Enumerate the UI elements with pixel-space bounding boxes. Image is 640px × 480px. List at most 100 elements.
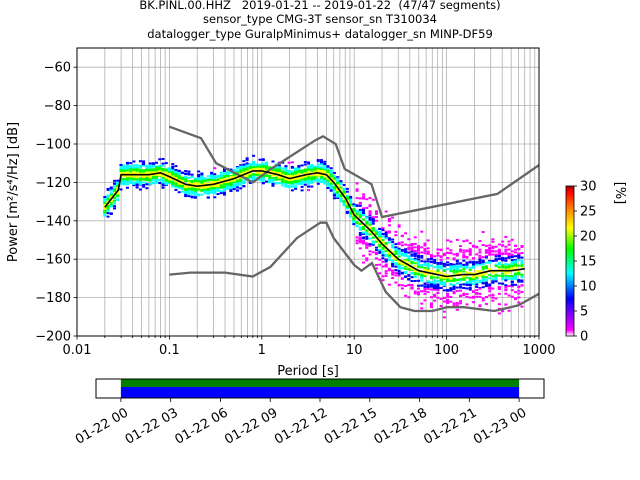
density-cell bbox=[481, 261, 485, 264]
density-cell bbox=[125, 169, 129, 172]
density-cell bbox=[446, 261, 450, 264]
density-cell bbox=[429, 306, 433, 309]
density-cell bbox=[255, 167, 259, 170]
density-cell bbox=[413, 264, 417, 267]
density-cell bbox=[478, 256, 482, 259]
density-cell bbox=[151, 162, 155, 165]
density-cell bbox=[161, 175, 165, 178]
density-cell bbox=[155, 169, 159, 172]
density-cell bbox=[138, 188, 142, 191]
density-cell bbox=[517, 252, 521, 255]
colorbar-tick-label: 20 bbox=[580, 230, 597, 245]
density-cell bbox=[426, 250, 430, 253]
density-cell bbox=[478, 240, 482, 243]
density-cell bbox=[371, 222, 375, 225]
x-axis-label: Period [s] bbox=[277, 364, 339, 379]
density-cell bbox=[242, 165, 246, 168]
density-cell bbox=[520, 266, 524, 269]
density-cell bbox=[177, 177, 181, 180]
density-cell bbox=[307, 170, 311, 173]
density-cell bbox=[362, 232, 366, 235]
density-cell bbox=[507, 274, 511, 277]
density-cell bbox=[410, 287, 414, 290]
density-cell bbox=[349, 215, 353, 218]
density-cell bbox=[167, 167, 171, 170]
density-cell bbox=[187, 176, 191, 179]
density-cell bbox=[436, 254, 440, 257]
density-cell bbox=[116, 179, 120, 182]
density-cell bbox=[417, 263, 421, 266]
density-cell bbox=[235, 182, 239, 185]
density-cell bbox=[439, 261, 443, 264]
density-cell bbox=[455, 304, 459, 307]
density-cell bbox=[245, 174, 249, 177]
density-cell bbox=[284, 167, 288, 170]
density-cell bbox=[352, 208, 356, 211]
density-cell bbox=[462, 277, 466, 280]
density-cell bbox=[187, 184, 191, 187]
density-cell bbox=[381, 265, 385, 268]
density-cell bbox=[510, 256, 514, 259]
density-cell bbox=[261, 181, 265, 184]
density-cell bbox=[504, 272, 508, 275]
density-cell bbox=[365, 259, 369, 262]
density-cell bbox=[197, 180, 201, 183]
density-cell bbox=[362, 254, 366, 257]
density-cell bbox=[429, 296, 433, 299]
density-cell bbox=[252, 174, 256, 177]
density-cell bbox=[125, 167, 129, 170]
density-cell bbox=[455, 289, 459, 292]
density-cell bbox=[381, 227, 385, 230]
density-cell bbox=[423, 299, 427, 302]
density-cell bbox=[429, 281, 433, 284]
density-cell bbox=[303, 179, 307, 182]
density-cell bbox=[329, 186, 333, 189]
density-cell bbox=[200, 175, 204, 178]
density-cell bbox=[358, 216, 362, 219]
density-cell bbox=[313, 170, 317, 173]
density-cell bbox=[106, 200, 110, 203]
density-cell bbox=[284, 165, 288, 168]
density-cell bbox=[449, 249, 453, 252]
density-cell bbox=[504, 303, 508, 306]
density-cell bbox=[384, 210, 388, 213]
density-cell bbox=[184, 191, 188, 194]
density-cell bbox=[468, 249, 472, 252]
density-cell bbox=[229, 190, 233, 193]
density-cell bbox=[497, 303, 501, 306]
density-cell bbox=[417, 252, 421, 255]
density-cell bbox=[362, 197, 366, 200]
density-cell bbox=[349, 210, 353, 213]
density-cell bbox=[303, 175, 307, 178]
density-cell bbox=[449, 270, 453, 273]
density-cell bbox=[210, 172, 214, 175]
density-cell bbox=[491, 275, 495, 278]
density-cell bbox=[332, 172, 336, 175]
density-cell bbox=[384, 255, 388, 258]
density-cell bbox=[109, 200, 113, 203]
y-tick-label: −120 bbox=[35, 176, 71, 191]
density-cell bbox=[135, 166, 139, 169]
density-cell bbox=[200, 188, 204, 191]
density-cell bbox=[400, 287, 404, 290]
density-cell bbox=[507, 264, 511, 267]
density-cell bbox=[352, 218, 356, 221]
density-cell bbox=[423, 249, 427, 252]
density-cell bbox=[355, 204, 359, 207]
density-cell bbox=[404, 271, 408, 274]
density-cell bbox=[491, 287, 495, 290]
density-cell bbox=[517, 256, 521, 259]
density-cell bbox=[439, 265, 443, 268]
density-cell bbox=[222, 168, 226, 171]
density-cell bbox=[103, 199, 107, 202]
density-cell bbox=[222, 189, 226, 192]
density-cell bbox=[471, 280, 475, 283]
density-cell bbox=[468, 242, 472, 245]
density-cell bbox=[342, 200, 346, 203]
density-cell bbox=[277, 171, 281, 174]
density-cell bbox=[468, 248, 472, 251]
density-cell bbox=[138, 177, 142, 180]
density-cell bbox=[155, 170, 159, 173]
density-cell bbox=[494, 255, 498, 258]
